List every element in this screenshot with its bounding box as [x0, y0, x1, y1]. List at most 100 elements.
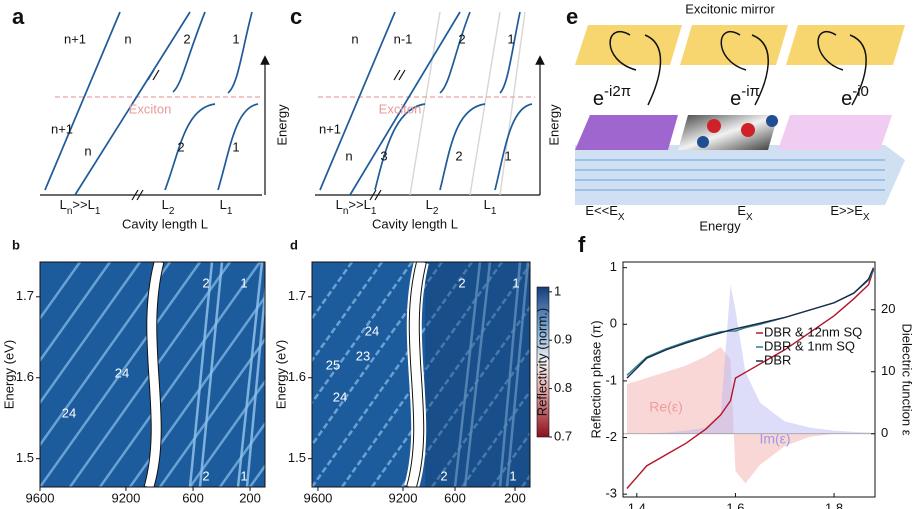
mode-label: n	[351, 31, 358, 46]
mode-label: 2	[177, 139, 184, 154]
heatmap	[312, 262, 530, 487]
text-part: 1	[95, 206, 101, 217]
quantum-well	[778, 115, 892, 150]
x-tick-label: E>>EX	[830, 203, 870, 222]
mode-stripe	[370, 262, 530, 487]
text-part: L	[426, 197, 433, 212]
mode-label: 1	[240, 468, 247, 483]
x-axis-label: Air gap (nm)	[385, 506, 457, 509]
mode-stripe	[40, 262, 142, 405]
mode-stripe	[312, 262, 474, 487]
charge	[707, 119, 721, 133]
y-axis-label: Reflection phase (π)	[588, 320, 603, 438]
mode-stripe	[188, 262, 214, 487]
x-tick-label: 600	[444, 490, 466, 505]
x-tick-label: Ln>>L1	[336, 197, 377, 216]
mode-label: 1	[509, 468, 516, 483]
y2-tick-label: 10	[881, 363, 895, 378]
panel-letter: d	[290, 237, 298, 252]
x-tick-label: 9200	[389, 490, 418, 505]
quantum-well	[678, 115, 778, 150]
heatmap	[40, 262, 265, 487]
colorbar-tick-label: 0.9	[554, 332, 572, 347]
x-tick-label: L1	[220, 197, 233, 216]
x-tick-label: 200	[504, 490, 526, 505]
mode-stripe	[158, 337, 265, 487]
panel-letter: a	[12, 4, 25, 29]
x-tick-label: EX	[737, 203, 753, 222]
bare-mode-line	[409, 11, 526, 196]
mode-label: 1	[512, 275, 519, 290]
colorbar-label: Reflectivity (norm.)	[534, 308, 549, 416]
colorbar-tick-label: 0.7	[554, 428, 572, 443]
y-tick-label: -1	[605, 372, 617, 387]
x-axis-label: Cavity length L	[122, 216, 208, 231]
text-part: E	[737, 203, 746, 218]
panel-letter: e	[566, 4, 578, 29]
line	[626, 270, 875, 376]
panel-d: d 1.5 1.6 1.7 9600 9200 600 200 Air gap (nm) Ene…	[273, 237, 572, 509]
charge	[741, 123, 755, 137]
loop-arrow	[817, 31, 867, 106]
text-part: e	[841, 88, 852, 110]
panel-a: a n+1 n 2 1 n+1 n 2 1 Exciton Energy Cav…	[12, 4, 289, 232]
text-part: >>L	[72, 197, 94, 212]
series-label: Im(ε)	[759, 431, 790, 447]
x-tick-label: 200	[239, 490, 261, 505]
mode-label: 2	[202, 468, 209, 483]
y2-tick-label: 0	[881, 425, 888, 440]
text-part: n	[343, 206, 349, 217]
colorbar-tick-label: 0.8	[554, 380, 572, 395]
title: Excitonic mirror	[685, 1, 775, 16]
mode-stripe	[312, 262, 384, 363]
mode-label: n	[84, 143, 91, 158]
substrate	[575, 145, 905, 205]
panel-c: c n n-1 2 1 n+1 n 3 2 1 Exciton Energy C…	[290, 4, 561, 232]
y-tick-label: 1.7	[16, 288, 34, 303]
colorbar	[536, 286, 550, 438]
mode-label: n+1	[64, 31, 86, 46]
mode-label: 24	[62, 405, 76, 420]
x-tick-label: E<<EX	[585, 203, 625, 222]
loop-arrow	[609, 31, 662, 106]
text-part: e	[730, 88, 741, 110]
y-tick-label: 1.5	[288, 450, 306, 465]
mode-stripe	[188, 379, 265, 487]
panel-letter: c	[290, 4, 302, 29]
text-part: -i2π	[604, 83, 631, 100]
axis-break-edge	[406, 262, 427, 487]
mode-line	[44, 11, 259, 196]
phase-label: e-iπ	[730, 83, 760, 110]
panel-f: f 1.41.61.8-3-2-10101020Energy (eV)Refle…	[578, 232, 915, 509]
mode-stripe	[490, 431, 530, 487]
text-part: e	[593, 88, 604, 110]
mode-label: 2	[455, 148, 462, 163]
y-tick-label: 0	[610, 316, 617, 331]
x-tick-label: 1.4	[628, 500, 646, 509]
text-part: 1	[371, 206, 377, 217]
x-tick-label: 1.8	[825, 500, 843, 509]
text-part: L	[60, 197, 67, 212]
mode-label: 25	[326, 357, 340, 372]
mode-label: 2	[440, 468, 447, 483]
mode-label: 2	[183, 31, 190, 46]
mode-label: 2	[458, 275, 465, 290]
colorbar-tick-label: 1	[554, 283, 561, 298]
mode-stripe	[453, 262, 482, 487]
text-part: 2	[433, 206, 439, 217]
mode-label: n	[124, 31, 131, 46]
break-mark	[131, 69, 160, 201]
panel-letter: b	[12, 237, 20, 252]
mode-stripe	[312, 262, 354, 321]
x-tick-label: L2	[162, 197, 175, 216]
phase-label: e-i2π	[593, 83, 631, 110]
quantum-well	[575, 115, 678, 150]
heatmap-shade	[425, 262, 530, 487]
y-tick-label: 1.7	[288, 288, 306, 303]
text-part: >>L	[348, 197, 370, 212]
text-part: X	[863, 212, 870, 223]
mode-label: 23	[356, 348, 370, 363]
text-part: X	[618, 212, 625, 223]
exciton-label: Exciton	[129, 101, 172, 116]
